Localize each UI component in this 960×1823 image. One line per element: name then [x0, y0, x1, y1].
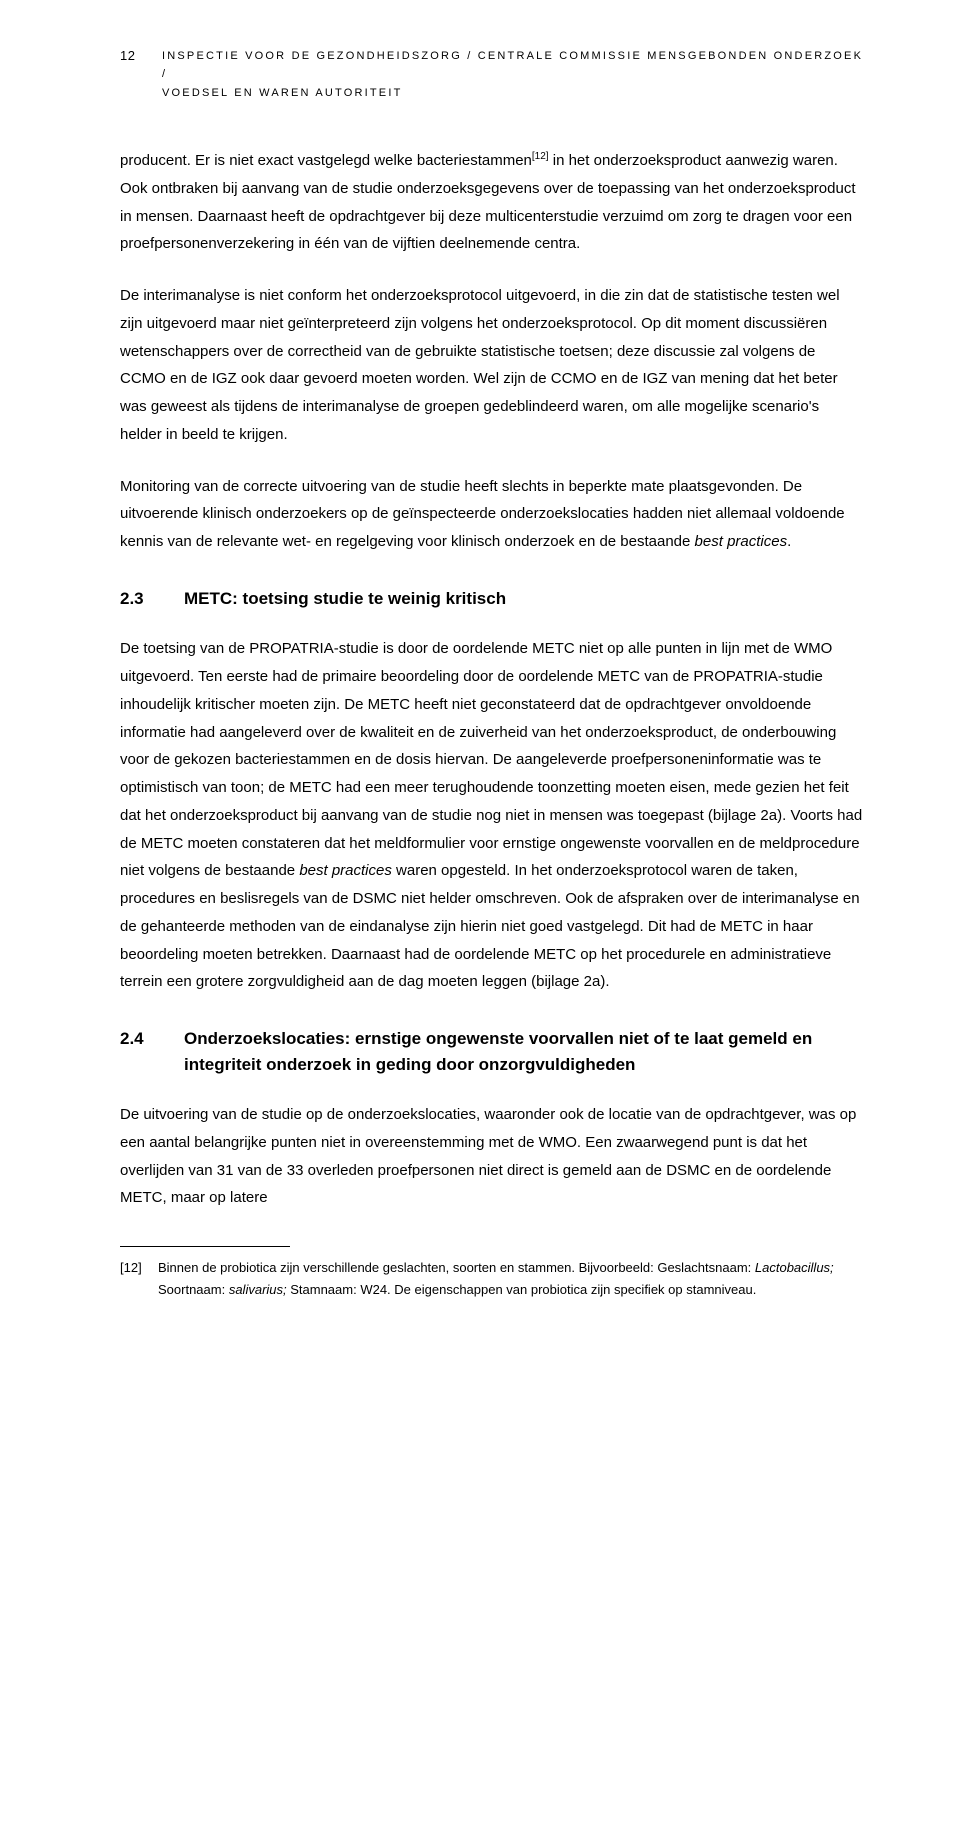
body-text: producent. Er is niet exact vastgelegd w…	[120, 147, 864, 1212]
footnote-part-b: Soortnaam:	[158, 1282, 229, 1297]
paragraph-5: De uitvoering van de studie op de onderz…	[120, 1101, 864, 1212]
footnote-ital-1: Lactobacillus;	[755, 1260, 834, 1275]
page-number: 12	[120, 48, 162, 63]
para1-part-a: producent. Er is niet exact vastgelegd w…	[120, 152, 532, 169]
section-2-4-title: Onderzoekslocaties: ernstige ongewenste …	[184, 1026, 864, 1077]
para4-part-b: waren opgesteld. In het onderzoeksprotoc…	[120, 862, 860, 990]
paragraph-2: De interimanalyse is niet conform het on…	[120, 282, 864, 449]
header-row: 12 INSPECTIE VOOR DE GEZONDHEIDSZORG / C…	[120, 48, 864, 83]
paragraph-4: De toetsing van de PROPATRIA-studie is d…	[120, 635, 864, 996]
footnote-separator	[120, 1246, 290, 1247]
header-line-2: VOEDSEL EN WAREN AUTORITEIT	[162, 87, 864, 99]
footnote-12: [12] Binnen de probiotica zijn verschill…	[120, 1257, 864, 1301]
para4-italic: best practices	[299, 862, 392, 879]
para4-part-a: De toetsing van de PROPATRIA-studie is d…	[120, 640, 862, 879]
footnote-number: [12]	[120, 1257, 158, 1301]
section-heading-2-3: 2.3 METC: toetsing studie te weinig krit…	[120, 586, 864, 612]
section-2-3-number: 2.3	[120, 586, 184, 612]
para3-italic: best practices	[695, 533, 788, 550]
paragraph-3: Monitoring van de correcte uitvoering va…	[120, 473, 864, 556]
footnote-ref-12: [12]	[532, 151, 549, 162]
para3-part-b: .	[787, 533, 791, 550]
document-page: 12 INSPECTIE VOOR DE GEZONDHEIDSZORG / C…	[0, 0, 960, 1357]
footnote-ital-2: salivarius;	[229, 1282, 287, 1297]
section-heading-2-4: 2.4 Onderzoekslocaties: ernstige ongewen…	[120, 1026, 864, 1077]
footnote-part-c: Stamnaam: W24. De eigenschappen van prob…	[287, 1282, 757, 1297]
footnote-text: Binnen de probiotica zijn verschillende …	[158, 1257, 864, 1301]
header-line-1: INSPECTIE VOOR DE GEZONDHEIDSZORG / CENT…	[162, 48, 864, 83]
section-2-4-number: 2.4	[120, 1026, 184, 1077]
paragraph-1: producent. Er is niet exact vastgelegd w…	[120, 147, 864, 258]
section-2-3-title: METC: toetsing studie te weinig kritisch	[184, 586, 864, 612]
footnote-part-a: Binnen de probiotica zijn verschillende …	[158, 1260, 755, 1275]
